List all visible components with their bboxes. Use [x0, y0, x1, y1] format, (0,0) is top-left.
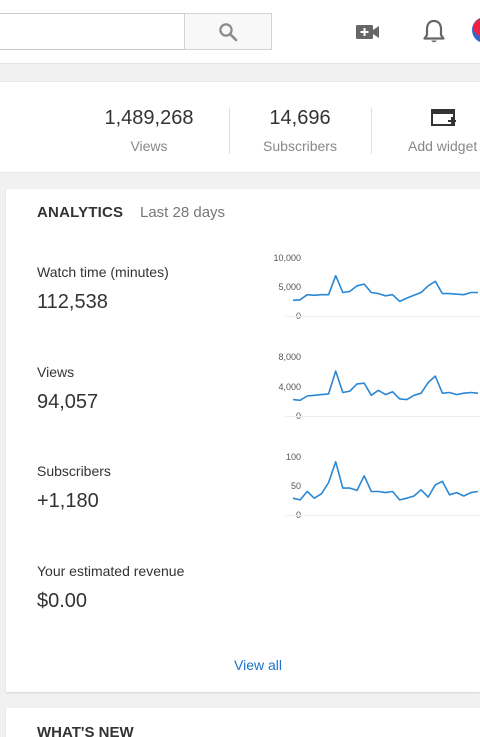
search-icon: [219, 22, 238, 41]
watch-time-label: Watch time (minutes): [37, 264, 169, 280]
subscribers-metric-label: Subscribers: [37, 463, 111, 479]
bell-icon: [423, 19, 445, 43]
y-tick: 10,000: [273, 253, 301, 263]
subscribers-sparkline: [285, 461, 480, 516]
channel-stats: 1,489,268 Views 14,696 Subscribers Add w…: [0, 81, 480, 173]
view-all-link[interactable]: View all: [234, 657, 282, 673]
subscribers-count: 14,696: [269, 107, 331, 129]
divider: [229, 108, 230, 154]
y-tick: 8,000: [278, 352, 301, 362]
subscribers-stat: 14,696 Subscribers: [240, 82, 360, 174]
notifications-button[interactable]: [419, 17, 449, 47]
y-tick: 4,000: [278, 382, 301, 392]
upload-button[interactable]: [353, 17, 383, 47]
sparkline-series: [292, 370, 479, 402]
views-metric-label: Views: [37, 364, 75, 380]
revenue-label: Your estimated revenue: [37, 563, 185, 579]
views-stat: 1,489,268 Views: [84, 82, 214, 174]
analytics-card: ANALYTICS Last 28 days Watch time (minut…: [6, 189, 480, 692]
watch-time-sparkline: [285, 274, 480, 317]
whats-new-card: WHAT'S NEW: [6, 708, 480, 737]
subscribers-label: Subscribers: [263, 138, 337, 154]
views-count: 1,489,268: [104, 107, 194, 129]
views-metric-value: 94,057: [37, 391, 99, 413]
video-camera-add-icon: [356, 25, 379, 39]
y-tick: 5,000: [278, 282, 301, 292]
search-input[interactable]: [0, 13, 185, 50]
sparkline-series: [292, 461, 479, 501]
add-widget-icon: [431, 109, 456, 126]
views-label: Views: [130, 138, 168, 154]
whats-new-title: WHAT'S NEW: [37, 724, 134, 737]
analytics-title: ANALYTICS: [37, 204, 124, 221]
views-sparkline: [285, 370, 480, 417]
subscribers-metric-value: +1,180: [37, 490, 99, 512]
avatar[interactable]: [472, 17, 480, 43]
add-widget-button[interactable]: Add widget: [400, 82, 480, 174]
y-tick: 50: [290, 481, 301, 491]
revenue-value: $0.00: [37, 590, 88, 612]
top-bar: [0, 0, 480, 64]
watch-time-value: 112,538: [37, 291, 108, 313]
search-button[interactable]: [184, 13, 272, 50]
sparkline-series: [292, 274, 478, 303]
y-tick: 100: [285, 452, 301, 462]
divider: [371, 108, 372, 154]
analytics-period: Last 28 days: [140, 204, 226, 221]
add-widget-label: Add widget: [408, 138, 478, 154]
